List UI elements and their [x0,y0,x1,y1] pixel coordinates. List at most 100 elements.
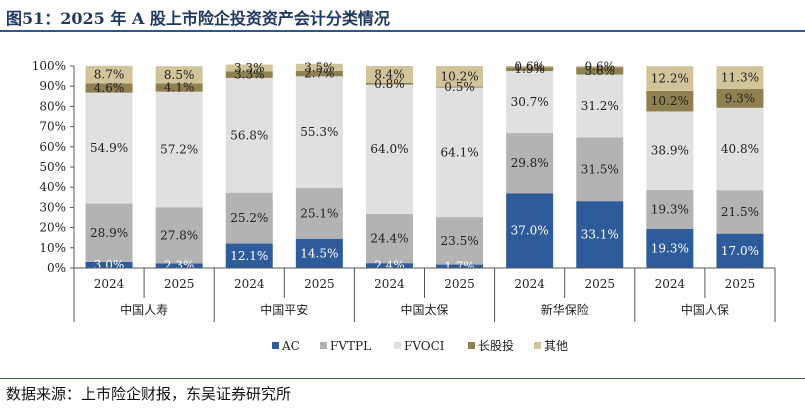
bar-segment-其他 [85,65,133,84]
title-divider [0,30,805,32]
y-tick-label: 20% [39,221,66,235]
bar-segment-FVOCI [85,92,133,204]
y-tick-label: 60% [39,140,66,154]
bar-segment-长股投 [85,83,133,93]
bar-segment-长股投 [716,89,764,108]
data-label: 2.7% [304,67,335,81]
bar-segment-长股投 [576,67,624,75]
data-label: 9.3% [725,91,756,105]
data-label: 1.9% [514,62,545,76]
data-label: 0.6% [514,60,545,74]
data-label: 2.4% [374,259,405,273]
bar-segment-长股投 [295,70,343,77]
data-label: 57.2% [160,142,198,156]
legend-swatch-FVTPL [320,342,327,349]
bar-segment-其他 [155,66,203,84]
data-label: 38.9% [651,144,689,158]
bar-segment-AC [295,238,343,268]
bar-segment-AC [365,263,413,268]
bar-segment-其他 [295,63,343,71]
group-label: 中国平安 [260,302,308,317]
legend-swatch-AC [272,342,279,349]
bar-segment-长股投 [365,82,413,85]
bar-segment-FVTPL [436,217,484,265]
data-label: 19.3% [651,242,689,256]
y-tick-label: 100% [32,59,66,73]
data-label: 0.8% [374,77,405,91]
x-tick-label: 2025 [584,277,615,291]
data-label: 1.7% [444,259,475,273]
y-tick-label: 30% [39,200,66,214]
data-label: 14.5% [300,246,338,260]
bar-segment-FVTPL [295,188,343,239]
data-label: 64.0% [370,142,408,156]
data-label: 10.2% [440,69,478,83]
group-label: 中国人寿 [120,302,168,317]
x-tick-label: 2025 [304,277,335,291]
bar-segment-其他 [365,66,413,83]
y-tick-label: 90% [39,79,66,93]
x-tick-label: 2025 [444,277,475,291]
data-label: 19.3% [651,203,689,217]
bar-segment-AC [716,233,764,268]
y-tick-label: 10% [39,241,66,255]
data-label: 54.9% [90,141,128,155]
data-source: 数据来源：上市险企财报，东吴证券研究所 [6,385,292,403]
bar-segment-FVTPL [365,213,413,264]
bar-segment-其他 [225,64,273,72]
data-label: 3.3% [234,68,265,82]
y-tick-label: 50% [39,160,66,174]
bar-segment-FVTPL [716,190,764,234]
bar-segment-AC [225,243,273,268]
data-label: 25.1% [300,206,338,220]
data-label: 31.2% [581,99,619,113]
data-label: 0.6% [585,60,616,74]
x-tick-label: 2024 [94,277,125,291]
data-label: 3.3% [234,61,265,75]
bar-segment-其他 [506,66,554,68]
legend-swatch-长股投 [468,342,475,349]
data-label: 12.1% [230,249,268,263]
x-tick-label: 2024 [374,277,405,291]
bar-segment-FVTPL [506,133,554,194]
bar-segment-FVOCI [155,91,203,208]
data-label: 37.0% [511,224,549,238]
bar-segment-其他 [576,66,624,68]
x-tick-label: 2025 [164,277,195,291]
data-label: 4.1% [164,81,195,95]
data-label: 24.4% [370,232,408,246]
data-label: 8.4% [374,67,405,81]
data-label: 56.8% [230,128,268,142]
bar-segment-FVOCI [436,87,484,218]
legend-label: 长股投 [478,338,514,353]
bar-segment-长股投 [506,67,554,72]
bar-segment-FVTPL [85,203,133,262]
y-tick-label: 40% [39,180,66,194]
data-label: 8.7% [94,68,125,82]
bar-segment-FVOCI [716,107,764,191]
bar-segment-AC [85,261,133,268]
legend-swatch-FVOCI [394,342,401,349]
data-label: 0.5% [444,80,475,94]
data-label: 55.3% [300,125,338,139]
group-label: 新华保险 [541,302,589,317]
bar-segment-AC [576,201,624,268]
stacked-bar-chart: 0% 10% 20% 30% 40% 50% 60% 70% 80% 90% 100% 3.0% 28.… [32,59,776,353]
bar-segment-长股投 [155,83,203,92]
bar-segment-FVTPL [576,137,624,202]
group-label: 中国太保 [400,302,448,317]
y-tick-label: 80% [39,99,66,113]
bar-segment-AC [155,263,203,268]
source-divider [0,378,805,379]
bar-segment-FVOCI [646,111,694,191]
data-label: 30.7% [511,95,549,109]
bar-segment-AC [506,193,554,268]
data-label: 10.2% [651,94,689,108]
legend-swatch-其他 [534,342,541,349]
data-label: 21.5% [721,205,759,219]
x-tick-label: 2025 [725,277,756,291]
data-label: 8.5% [164,68,195,82]
legend-label: 其他 [544,339,568,353]
x-tick-label: 2024 [514,277,545,291]
bar-segment-其他 [716,66,764,90]
